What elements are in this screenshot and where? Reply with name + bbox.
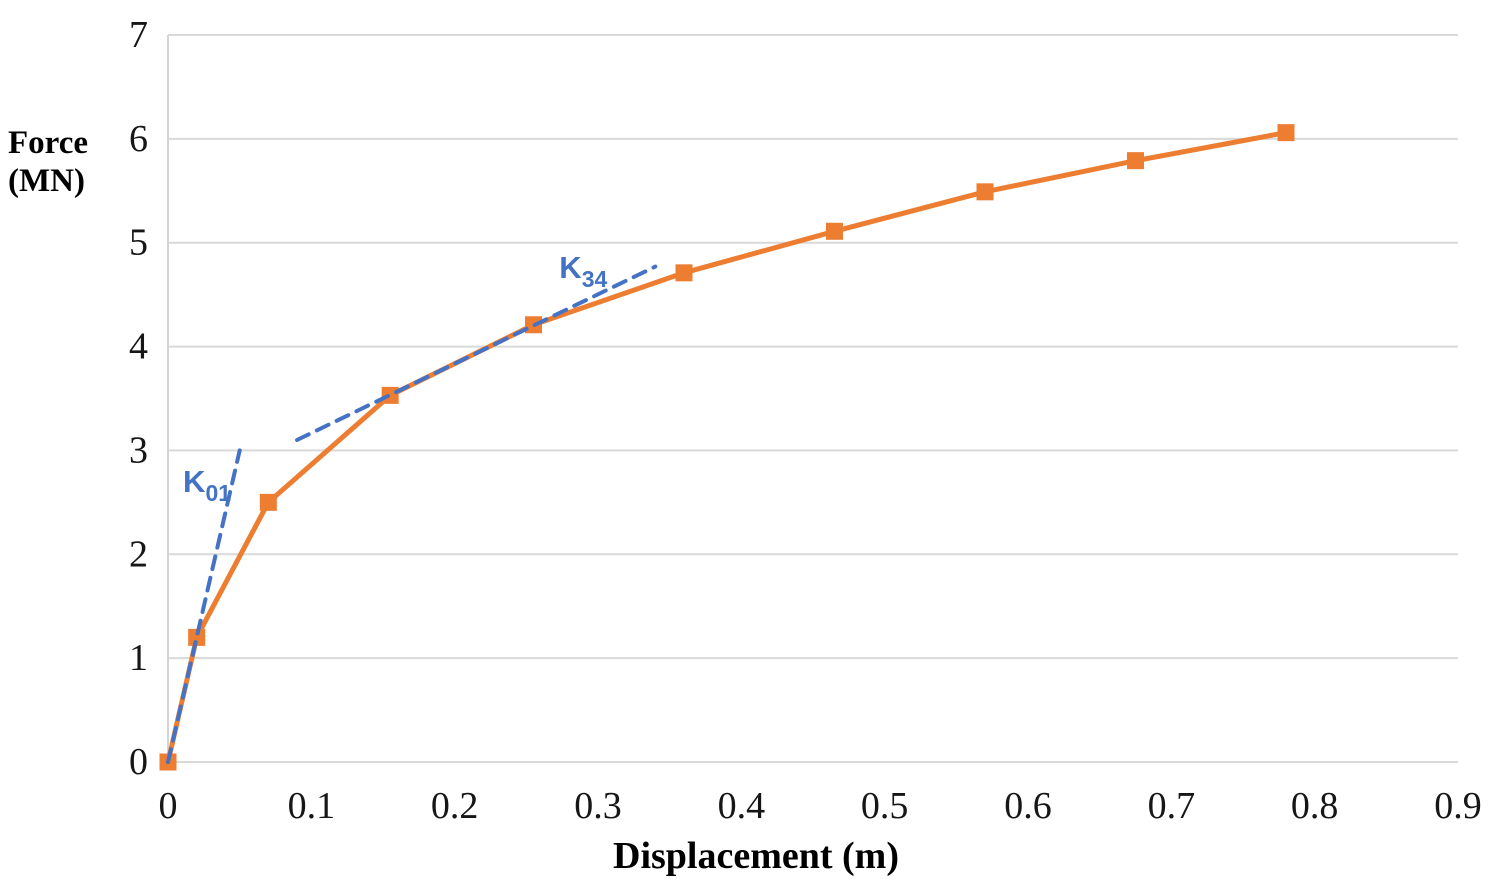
y-tick-label-3: 3 xyxy=(129,429,148,471)
x-tick-label-0.7: 0.7 xyxy=(1148,785,1196,827)
stiffness-label-K01: K01 xyxy=(183,464,231,506)
data-point-marker-7 xyxy=(976,183,994,201)
x-tick-label-0.6: 0.6 xyxy=(1004,785,1052,827)
series-K34-secant-stiffness-line xyxy=(295,264,658,442)
y-tick-label-5: 5 xyxy=(129,222,148,264)
x-tick-label-0: 0 xyxy=(159,785,178,827)
x-tick-label-0.5: 0.5 xyxy=(861,785,909,827)
series-force-displacement-curve xyxy=(165,130,1289,765)
x-axis-title: Displacement (m) xyxy=(613,835,899,877)
y-tick-label-4: 4 xyxy=(129,326,148,368)
x-tick-label-0.4: 0.4 xyxy=(718,785,766,827)
y-tick-label-0: 0 xyxy=(129,741,148,783)
data-point-marker-1 xyxy=(188,628,206,646)
y-axis-title: Force (MN) xyxy=(8,125,89,199)
data-point-marker-6 xyxy=(826,222,843,240)
data-point-marker-3 xyxy=(381,386,399,404)
y-tick-label-6: 6 xyxy=(129,118,148,160)
data-point-marker-2 xyxy=(259,493,277,511)
y-tick-label-1: 1 xyxy=(129,637,148,679)
x-tick-label-0.2: 0.2 xyxy=(431,785,479,827)
x-tick-label-0.3: 0.3 xyxy=(574,785,622,827)
data-point-marker-9 xyxy=(1277,124,1295,142)
y-tick-label-7: 7 xyxy=(129,14,148,56)
x-tick-label-0.1: 0.1 xyxy=(288,785,336,827)
stiffness-label-K34: K34 xyxy=(559,250,607,292)
data-point-marker-5 xyxy=(675,264,693,282)
x-tick-label-0.8: 0.8 xyxy=(1291,785,1339,827)
data-point-marker-8 xyxy=(1127,152,1144,170)
series-K01-initial-stiffness-line xyxy=(166,448,242,764)
y-tick-label-2: 2 xyxy=(129,533,148,575)
x-tick-label-0.9: 0.9 xyxy=(1434,785,1482,827)
